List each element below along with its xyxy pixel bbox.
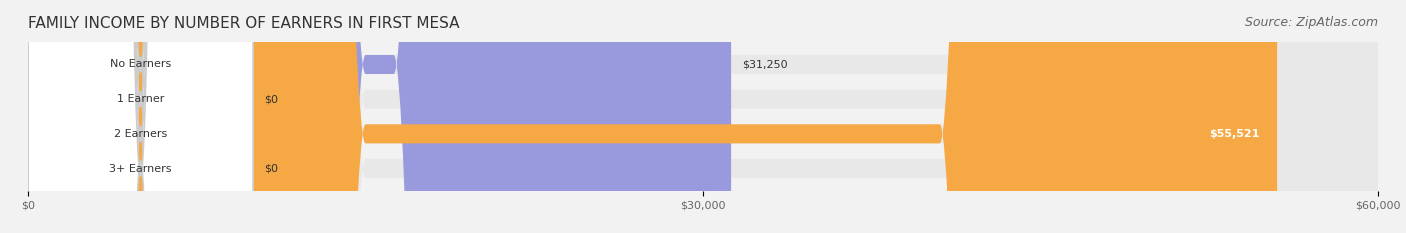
FancyBboxPatch shape (28, 0, 253, 233)
Text: $0: $0 (264, 164, 278, 174)
Text: 1 Earner: 1 Earner (117, 94, 165, 104)
Text: No Earners: No Earners (110, 59, 172, 69)
FancyBboxPatch shape (28, 0, 253, 233)
FancyBboxPatch shape (28, 0, 253, 233)
FancyBboxPatch shape (28, 0, 1277, 233)
FancyBboxPatch shape (28, 0, 1378, 233)
Text: FAMILY INCOME BY NUMBER OF EARNERS IN FIRST MESA: FAMILY INCOME BY NUMBER OF EARNERS IN FI… (28, 16, 460, 31)
FancyBboxPatch shape (28, 0, 1378, 233)
Text: $0: $0 (264, 94, 278, 104)
FancyBboxPatch shape (28, 0, 253, 233)
Text: 2 Earners: 2 Earners (114, 129, 167, 139)
FancyBboxPatch shape (28, 0, 731, 233)
Text: $55,521: $55,521 (1209, 129, 1260, 139)
Text: $31,250: $31,250 (742, 59, 787, 69)
Text: Source: ZipAtlas.com: Source: ZipAtlas.com (1244, 16, 1378, 29)
FancyBboxPatch shape (28, 0, 1378, 233)
FancyBboxPatch shape (28, 0, 1378, 233)
Text: 3+ Earners: 3+ Earners (110, 164, 172, 174)
